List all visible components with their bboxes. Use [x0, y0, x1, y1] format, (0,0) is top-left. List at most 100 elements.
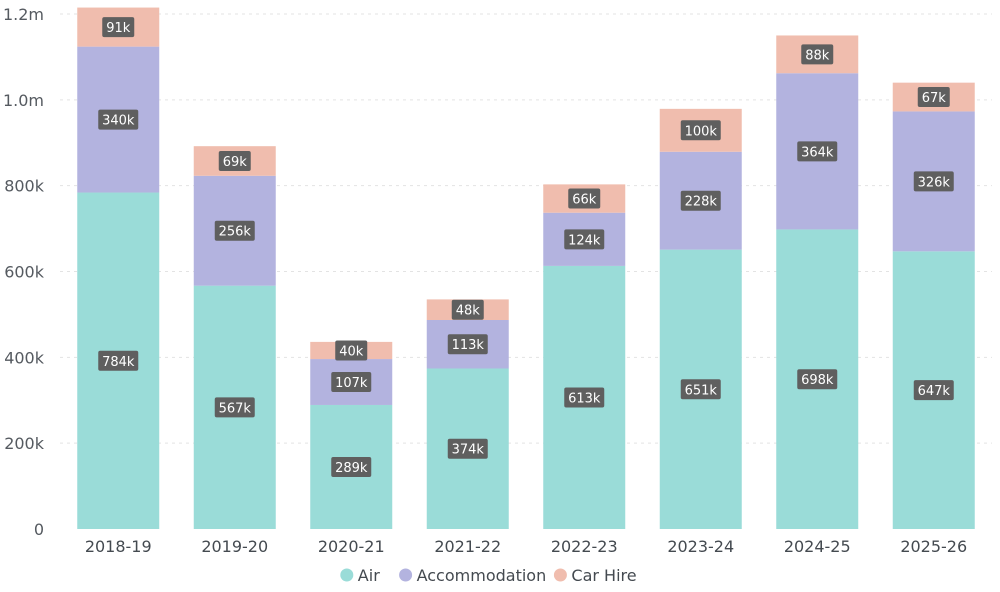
data-label: 698k [797, 369, 838, 390]
legend-item-car-hire[interactable]: Car Hire [553, 566, 637, 585]
data-label: 228k [680, 190, 721, 211]
data-label-text: 256k [219, 225, 252, 240]
data-label-box [451, 299, 484, 320]
data-label-text: 113k [452, 338, 485, 353]
data-label-box [564, 229, 605, 250]
legend-marker [553, 568, 567, 582]
data-label-text: 567k [219, 401, 252, 416]
legend-marker [340, 568, 354, 582]
data-label-text: 48k [456, 304, 481, 319]
data-label-text: 647k [918, 384, 951, 399]
data-label-box [98, 109, 139, 130]
data-label-box [335, 340, 368, 361]
data-label: 613k [564, 387, 605, 408]
data-label: 100k [680, 120, 721, 141]
y-tick-label: 600k [4, 263, 45, 282]
data-label-text: 340k [102, 114, 135, 129]
data-label-text: 69k [223, 155, 248, 170]
data-label-box [568, 188, 601, 209]
data-label-box [214, 397, 255, 418]
data-label: 256k [214, 220, 255, 241]
data-label: 647k [913, 380, 954, 401]
data-label: 69k [218, 150, 251, 171]
data-label-box [797, 141, 838, 162]
legend-label: Accommodation [417, 566, 547, 585]
data-label-text: 784k [102, 355, 135, 370]
x-tick-label: 2023-24 [667, 537, 734, 556]
legend-label: Car Hire [571, 566, 636, 585]
data-label: 48k [451, 299, 484, 320]
data-label-text: 698k [801, 373, 834, 388]
data-label-text: 364k [801, 145, 834, 160]
x-axis-ticks: 2018-19 2019-20 2020-21 2021-22 2022-23 2023-… [85, 537, 967, 556]
data-label: 124k [564, 229, 605, 250]
data-label: 784k [98, 350, 139, 371]
data-label-box [680, 120, 721, 141]
data-label-text: 40k [339, 344, 364, 359]
legend-item-accommodation[interactable]: Accommodation [399, 566, 546, 585]
data-label-text: 228k [685, 195, 718, 210]
data-label-text: 374k [452, 443, 485, 458]
data-label-box [331, 372, 372, 393]
data-label-text: 613k [568, 391, 601, 406]
data-label-text: 88k [805, 48, 830, 63]
y-tick-label: 200k [4, 434, 45, 453]
data-label-box [218, 150, 251, 171]
data-label-box [447, 438, 488, 459]
data-label: 364k [797, 141, 838, 162]
data-label-text: 91k [106, 21, 131, 36]
data-label: 374k [447, 438, 488, 459]
data-label: 651k [680, 379, 721, 400]
data-label: 107k [331, 372, 372, 393]
data-label: 88k [801, 44, 834, 65]
data-label-box [98, 350, 139, 371]
x-tick-label: 2021-22 [434, 537, 501, 556]
data-label-box [797, 369, 838, 390]
legend-label: Air [358, 566, 380, 585]
data-label-box [331, 456, 372, 477]
x-tick-label: 2018-19 [85, 537, 152, 556]
data-label: 91k [102, 17, 135, 38]
data-label-box [214, 220, 255, 241]
data-label-text: 67k [922, 91, 947, 106]
data-label-text: 66k [572, 193, 597, 208]
data-label-text: 326k [918, 175, 951, 190]
data-label: 340k [98, 109, 139, 130]
x-tick-label: 2019-20 [201, 537, 268, 556]
data-label: 289k [331, 456, 372, 477]
data-label: 113k [447, 334, 488, 355]
data-label-box [917, 87, 950, 108]
legend-marker [399, 568, 413, 582]
x-tick-label: 2024-25 [784, 537, 851, 556]
data-label-box [680, 190, 721, 211]
y-tick-label: 0 [34, 520, 44, 539]
legend: Air Accommodation Car Hire [340, 566, 637, 585]
y-tick-label: 1.0m [3, 91, 44, 110]
data-label-box [913, 380, 954, 401]
data-label: 67k [917, 87, 950, 108]
data-label-text: 651k [685, 383, 718, 398]
x-tick-label: 2025-26 [900, 537, 967, 556]
x-tick-label: 2020-21 [318, 537, 385, 556]
data-label-text: 100k [685, 124, 718, 139]
data-labels: 784k 340k 91k 567k 256k 69k 289k 107k 40k 374k 113… [98, 17, 954, 477]
y-axis-ticks: 0 200k 400k 600k 800k 1.0m 1.2m [3, 5, 45, 539]
data-label-text: 289k [335, 461, 368, 476]
data-label: 66k [568, 188, 601, 209]
data-label-box [564, 387, 605, 408]
x-tick-label: 2022-23 [551, 537, 618, 556]
data-label-box [102, 17, 135, 38]
legend-item-air[interactable]: Air [340, 566, 380, 585]
data-label: 567k [214, 397, 255, 418]
y-tick-label: 1.2m [3, 5, 44, 24]
data-label-box [680, 379, 721, 400]
data-label-text: 124k [568, 233, 601, 248]
data-label-box [913, 171, 954, 192]
bars [77, 7, 975, 530]
y-tick-label: 400k [4, 348, 45, 367]
data-label: 40k [335, 340, 368, 361]
data-label-box [447, 334, 488, 355]
data-label: 326k [913, 171, 954, 192]
